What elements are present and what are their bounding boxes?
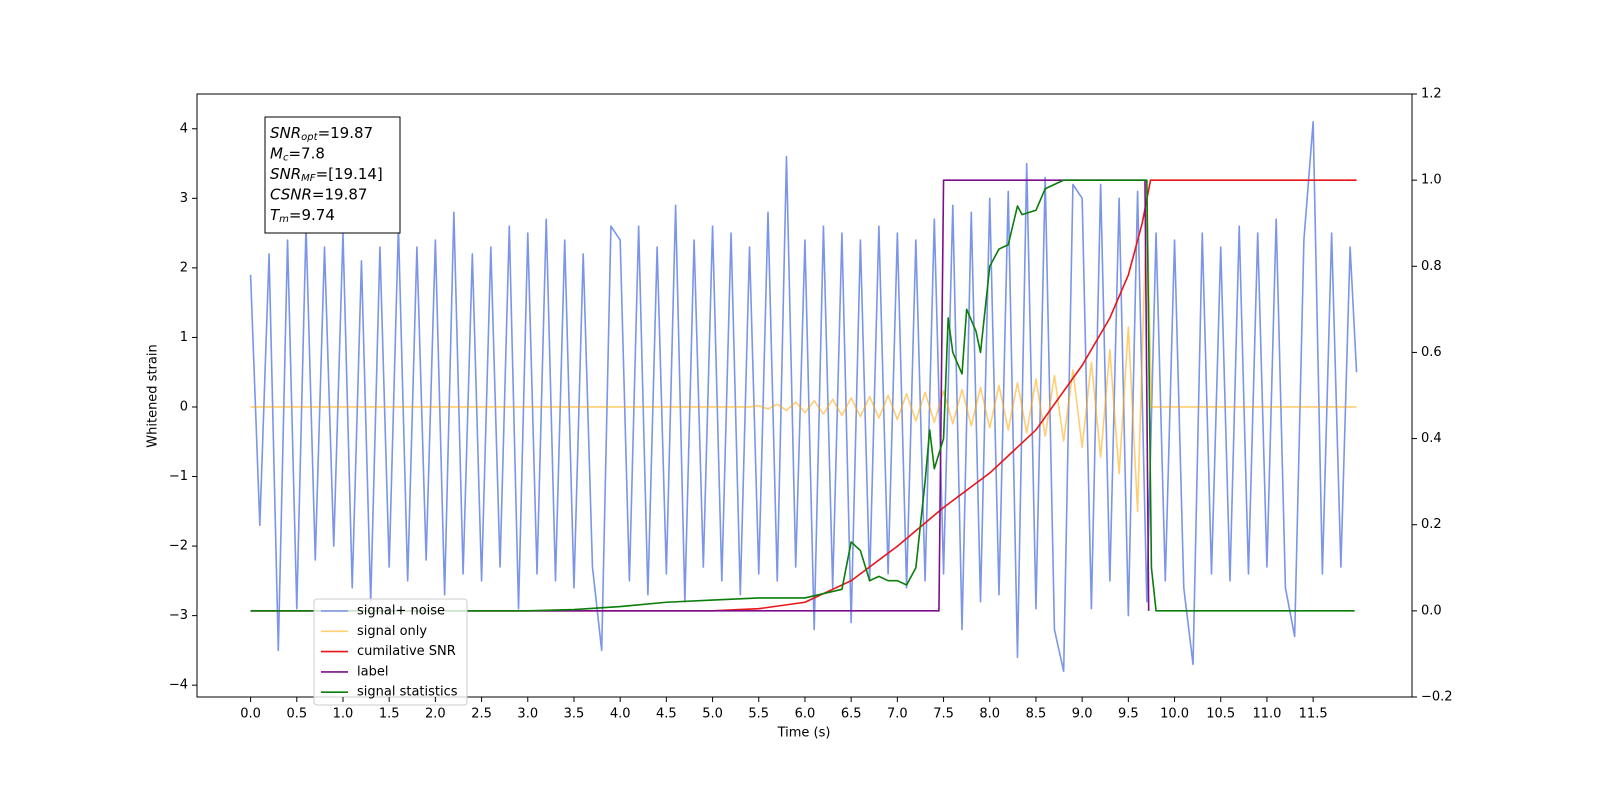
x-tick-label: 7.0 xyxy=(887,707,908,722)
y2-tick-label: 0.4 xyxy=(1421,431,1442,446)
x-tick-label: 9.5 xyxy=(1118,707,1139,722)
y-tick-label: −3 xyxy=(169,608,188,623)
annotation-symbol: T xyxy=(270,206,281,224)
y-tick-label: 0 xyxy=(180,399,188,414)
x-tick-label: 5.0 xyxy=(702,707,723,722)
legend-label: cumilative SNR xyxy=(357,644,456,659)
legend-label: signal statistics xyxy=(357,685,458,700)
y2-tick-label: 0.0 xyxy=(1421,603,1442,618)
series-line xyxy=(250,179,1150,612)
legend-label: signal only xyxy=(357,624,427,639)
y2-tick-label: −0.2 xyxy=(1421,690,1453,705)
legend-label: signal+ noise xyxy=(357,604,445,619)
y2-tick-label: 1.0 xyxy=(1421,173,1442,188)
x-tick-label: 4.0 xyxy=(610,707,631,722)
x-tick-label: 0.5 xyxy=(286,707,307,722)
x-tick-label: 1.5 xyxy=(379,707,400,722)
annotation-value: =9.74 xyxy=(289,206,335,224)
y2-tick-label: 0.6 xyxy=(1421,345,1442,360)
annotation-value: =7.8 xyxy=(288,144,324,162)
annotation-subscript: c xyxy=(283,153,289,164)
series-line xyxy=(249,121,1358,673)
y-tick-label: −1 xyxy=(169,469,188,484)
x-tick-label: 0.0 xyxy=(240,707,261,722)
annotation-value: =19.87 xyxy=(312,185,368,203)
series-line xyxy=(250,179,1357,612)
annotation-symbol: SNR xyxy=(270,124,301,142)
annotation-line: Tm=9.74 xyxy=(270,206,335,226)
annotation-value: =[19.14] xyxy=(316,165,383,183)
annotation-symbol: CSNR xyxy=(270,185,312,203)
y2-tick-label: 0.2 xyxy=(1421,517,1442,532)
y-tick-label: 3 xyxy=(180,191,188,206)
annotation-box xyxy=(264,116,401,234)
annotation-symbol: SNR xyxy=(270,165,301,183)
x-tick-label: 7.5 xyxy=(933,707,954,722)
annotation-line: Mc=7.8 xyxy=(270,144,325,164)
x-tick-label: 2.5 xyxy=(471,707,492,722)
x-tick-label: 11.5 xyxy=(1299,707,1328,722)
x-tick-label: 6.0 xyxy=(795,707,816,722)
x-tick-label: 9.0 xyxy=(1072,707,1093,722)
series-line xyxy=(250,179,1355,612)
x-tick-label: 8.5 xyxy=(1026,707,1047,722)
y2-tick-label: 0.8 xyxy=(1421,259,1442,274)
annotation-line: SNRMF=[19.14] xyxy=(270,165,383,185)
y-tick-label: 4 xyxy=(180,121,188,136)
y-tick-label: 2 xyxy=(180,260,188,275)
x-tick-label: 8.0 xyxy=(979,707,1000,722)
annotation-value: =19.87 xyxy=(318,124,374,142)
x-tick-label: 11.0 xyxy=(1252,707,1281,722)
annotation-subscript: m xyxy=(279,214,289,225)
x-tick-label: 10.0 xyxy=(1160,707,1189,722)
x-tick-label: 6.5 xyxy=(841,707,862,722)
annotation-subscript: opt xyxy=(301,132,318,143)
x-tick-label: 5.5 xyxy=(748,707,769,722)
x-axis-label: Time (s) xyxy=(777,726,831,741)
x-tick-label: 2.0 xyxy=(425,707,446,722)
annotation-line: CSNR=19.87 xyxy=(270,185,367,203)
x-tick-label: 1.0 xyxy=(333,707,354,722)
x-tick-label: 3.5 xyxy=(564,707,585,722)
x-tick-label: 3.0 xyxy=(517,707,538,722)
y-axis-label: Whitened strain xyxy=(146,344,161,447)
legend-label: label xyxy=(357,664,388,679)
y-tick-label: 1 xyxy=(180,330,188,345)
x-tick-label: 4.5 xyxy=(656,707,677,722)
y-tick-label: −4 xyxy=(169,678,188,693)
y2-tick-label: 1.2 xyxy=(1421,87,1442,102)
legend-box xyxy=(313,598,468,706)
series-line xyxy=(250,197,1357,513)
annotation-symbol: M xyxy=(270,144,283,162)
annotation-line: SNRopt=19.87 xyxy=(270,124,373,144)
y-tick-label: −2 xyxy=(169,539,188,554)
x-tick-label: 10.5 xyxy=(1206,707,1235,722)
annotation-subscript: MF xyxy=(301,173,316,184)
